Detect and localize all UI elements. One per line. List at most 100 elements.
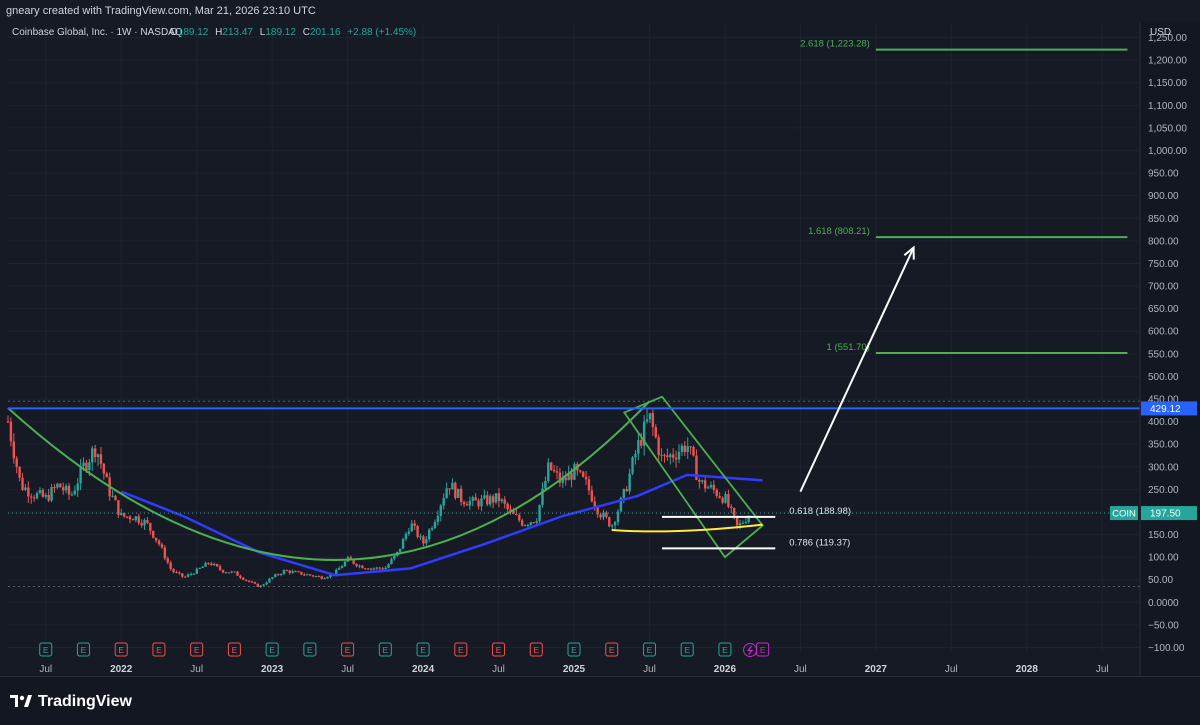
candle-body: [12, 441, 16, 459]
candle-body: [512, 510, 515, 514]
candle-body: [262, 584, 265, 586]
candle-body: [50, 487, 53, 501]
candle-body: [82, 462, 85, 467]
price-tick-label: −100.00: [1148, 643, 1185, 654]
candle-body: [474, 497, 477, 501]
candle-body: [218, 566, 222, 570]
brand-name: TradingView: [38, 693, 132, 710]
candle-body: [323, 578, 326, 580]
tradingview-brand[interactable]: TradingView: [10, 693, 132, 711]
earnings-marker: [416, 642, 430, 657]
candlesticks: [6, 409, 750, 588]
candle-body: [343, 561, 347, 567]
candle-body: [53, 487, 56, 489]
candle-body: [137, 516, 140, 524]
candle-body: [718, 496, 721, 498]
candle-body: [735, 515, 739, 526]
candle-body: [326, 576, 329, 579]
earnings-marker: [605, 642, 619, 657]
price-tick-label: 550.00: [1148, 349, 1179, 360]
candle-body: [503, 499, 506, 504]
candle-body: [157, 540, 161, 545]
earnings-marker-label: E: [571, 645, 577, 655]
candle-body: [747, 516, 750, 523]
candle-body: [352, 560, 355, 564]
candle-body: [480, 498, 483, 507]
candle-body: [381, 568, 384, 570]
candle-body: [698, 479, 701, 482]
candle-body: [303, 574, 306, 576]
candle-body: [44, 494, 47, 497]
candle-body: [178, 572, 181, 574]
candle-body: [364, 568, 367, 570]
candle-body: [465, 504, 469, 506]
candle-body: [114, 495, 117, 501]
candle-body: [314, 576, 318, 578]
candle-body: [613, 522, 617, 526]
candle-body: [642, 421, 646, 446]
candle-body: [183, 576, 187, 578]
fib-level-label: 1 (551.70): [827, 342, 870, 353]
level-price-badge: [1141, 401, 1197, 416]
candle-body: [695, 455, 698, 480]
candle-body: [634, 453, 637, 458]
ohlc-readout: O189.12 H213.47 L189.12 C201.16 +2.88 (+…: [170, 27, 416, 38]
candle-body: [584, 476, 588, 480]
candle-body: [680, 445, 684, 452]
candle-body: [732, 508, 736, 516]
candle-body: [610, 525, 614, 527]
candle-body: [413, 523, 416, 526]
price-tick-label: 150.00: [1148, 530, 1179, 541]
candle-body: [640, 440, 643, 446]
candle-body: [268, 578, 271, 583]
candle-body: [724, 494, 727, 503]
price-axis-panel: [1140, 22, 1200, 676]
candle-body: [186, 574, 190, 577]
candle-body: [24, 487, 27, 490]
candle-body: [483, 495, 486, 499]
grid: [0, 22, 1140, 652]
candle-body: [210, 563, 213, 566]
candle-body: [230, 571, 233, 573]
earnings-marker: [718, 642, 732, 657]
candle-body: [625, 489, 628, 492]
last-price-badge: [1141, 506, 1197, 521]
candle-body: [488, 496, 492, 505]
candle-body: [271, 577, 274, 579]
earnings-marker: [190, 642, 204, 657]
candle-body: [236, 571, 239, 576]
candle-body: [128, 516, 132, 520]
candle-body: [27, 487, 30, 497]
price-chart[interactable]: 2.618 (1,223.28) 1.618 (808.21) 1 (551.70)…: [0, 22, 1200, 676]
candle-body: [282, 570, 286, 574]
candle-body: [622, 489, 626, 498]
candle-body: [152, 530, 155, 538]
candle-body: [221, 569, 225, 573]
candle-body: [274, 574, 277, 578]
earnings-marker-label: E: [496, 645, 502, 655]
candle-body: [329, 574, 332, 577]
candle-body: [297, 571, 300, 573]
candle-body: [192, 573, 196, 575]
candle-body: [730, 506, 733, 509]
candle-body: [111, 495, 114, 497]
candle-body: [59, 483, 62, 488]
candle-body: [131, 519, 135, 521]
candle-body: [285, 570, 289, 572]
price-tick-label: 800.00: [1148, 236, 1179, 247]
time-tick-label: Jul: [341, 664, 354, 675]
earnings-marker: [680, 642, 694, 657]
tradingview-logo-icon: [10, 695, 32, 707]
candle-body: [300, 571, 303, 575]
earnings-marker: [492, 642, 506, 657]
candle-body: [355, 563, 358, 567]
candle-body: [419, 536, 422, 538]
time-axis[interactable]: Jul 2022 Jul 2023 Jul 2024 Jul 2025 Jul 2026 Jul 20…: [0, 664, 1140, 676]
price-tick-label: 300.00: [1148, 462, 1179, 473]
candle-body: [616, 511, 620, 523]
candle-body: [593, 501, 596, 507]
candle-body: [654, 426, 657, 438]
price-tick-label: 350.00: [1148, 440, 1179, 451]
